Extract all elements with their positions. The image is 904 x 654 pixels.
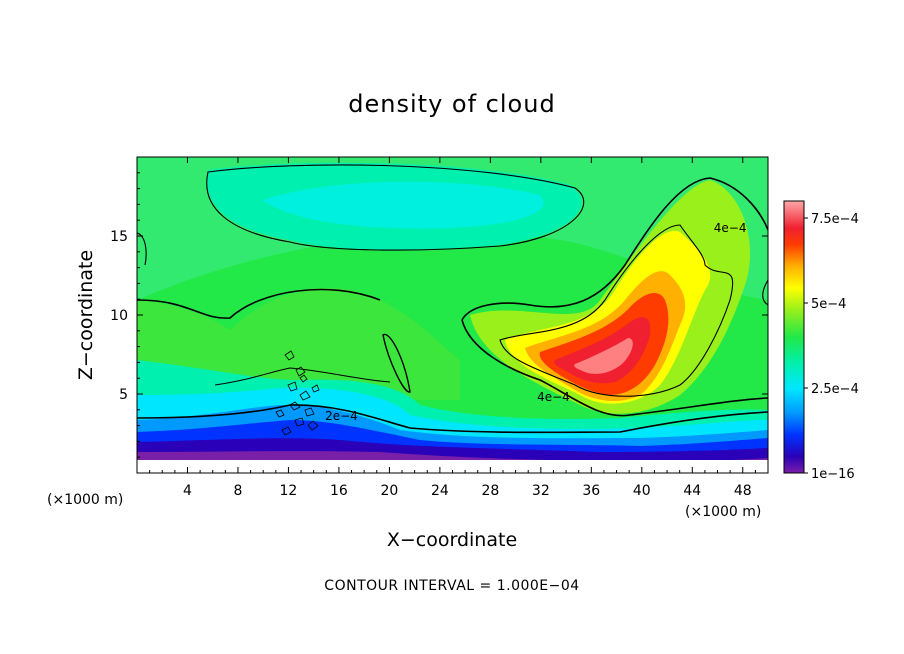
x-tick-label: 24 xyxy=(431,483,449,499)
x-tick-label: 44 xyxy=(683,483,701,499)
colorbar-ticks: 1e−16 2.5e−4 5e−4 7.5e−4 xyxy=(804,212,859,482)
x-tick-label: 20 xyxy=(380,483,398,499)
colorbar-tick-label: 1e−16 xyxy=(811,467,855,482)
contour-label: 2e−4 xyxy=(325,409,358,423)
y-axis: 5 10 15 xyxy=(110,172,768,458)
colorbar-tick-label: 5e−4 xyxy=(811,297,846,312)
y-unit-note: (×1000 m) xyxy=(47,492,123,508)
y-axis-title: Z−coordinate xyxy=(75,250,97,380)
contour-label: 4e−4 xyxy=(537,390,570,404)
y-tick-label: 15 xyxy=(110,229,128,245)
contour-label: 4e−4 xyxy=(714,221,747,235)
colorbar-tick-label: 7.5e−4 xyxy=(811,212,859,227)
x-tick-label: 48 xyxy=(734,483,752,499)
x-unit-note: (×1000 m) xyxy=(685,504,761,520)
x-tick-label: 12 xyxy=(280,483,298,499)
x-axis-title: X−coordinate xyxy=(387,529,517,551)
x-tick-label: 4 xyxy=(183,483,192,499)
x-tick-label: 28 xyxy=(481,483,499,499)
x-tick-label: 32 xyxy=(532,483,550,499)
x-tick-label: 36 xyxy=(582,483,600,499)
contour-interval-note: CONTOUR INTERVAL = 1.000E−04 xyxy=(324,578,579,594)
x-axis: 4 8 12 16 20 24 28 32 36 40 44 48 xyxy=(149,157,756,499)
colorbar-tick-label: 2.5e−4 xyxy=(811,382,859,397)
density-field xyxy=(137,157,768,473)
contour-labels: 2e−4 4e−4 4e−4 xyxy=(325,221,746,423)
x-tick-label: 40 xyxy=(633,483,651,499)
chart-title: density of cloud xyxy=(348,90,555,118)
x-tick-label: 8 xyxy=(233,483,242,499)
x-tick-label: 16 xyxy=(330,483,348,499)
colorbar xyxy=(783,200,805,474)
y-tick-label: 5 xyxy=(119,387,128,403)
y-tick-label: 10 xyxy=(110,308,128,324)
